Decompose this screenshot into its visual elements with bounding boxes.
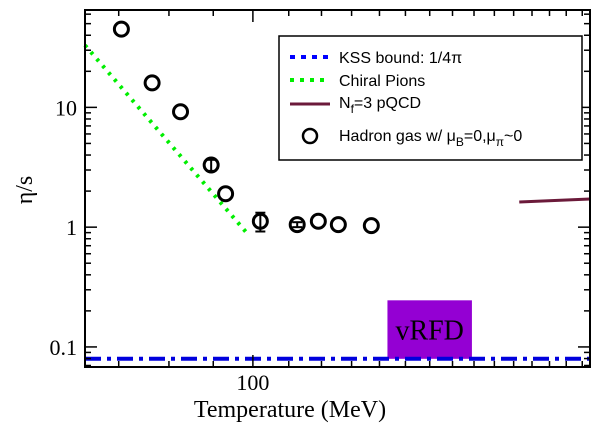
y-axis-label: η/s [12,176,38,205]
legend-pqcd-rest: =3 pQCD [354,95,421,112]
vrfd-label: vRFD [395,316,463,347]
data-point-8 [329,216,347,234]
data-point-1 [143,74,161,92]
legend-hadron-rest: =0,μ [464,128,496,145]
data-point-3 [202,156,220,174]
legend-hadron-sub2: π [496,135,504,149]
data-point-2 [172,103,190,121]
legend-swatch-hadron [301,127,319,145]
data-point-5 [251,212,269,230]
plot-frame [84,9,591,368]
ticks-layer: 0.1 1 10 100 [50,10,590,395]
legend-hadron-sub: B [456,135,464,149]
x-axis-label: Temperature (MeV) [194,397,386,423]
legend-hadron-tail: ~0 [504,128,522,145]
y-tick-label-1: 1 [66,215,77,240]
legend-label-chiral: Chiral Pions [339,73,425,90]
data-point-7 [309,212,327,230]
data-point-9 [362,217,380,235]
legend-box [278,35,583,161]
legend-pqcd-sub: f [351,102,355,116]
legend-label-pqcd: Nf=3 pQCD [339,95,421,116]
data-point-6 [288,216,306,234]
vrfd-box [387,300,472,359]
legend-hadron-main: Hadron gas w/ μ [339,128,456,145]
y-tick-label-2: 10 [55,95,77,120]
series-line-2 [519,197,591,204]
series-line-1 [83,43,251,237]
x-tick-label-0: 100 [236,370,269,395]
annotation-layer: vRFD [387,300,472,359]
y-tick-label-0: 0.1 [50,335,78,360]
legend: KSS bound: 1/4π Chiral Pions Nf=3 pQCD H… [278,35,583,161]
legend-label-hadron: Hadron gas w/ μB=0,μπ~0 [339,128,522,149]
data-point-0 [112,20,130,38]
data-point-4 [217,185,235,203]
series-layer [83,20,591,361]
legend-pqcd-main: N [339,95,351,112]
legend-label-kss: KSS bound: 1/4π [339,50,462,67]
